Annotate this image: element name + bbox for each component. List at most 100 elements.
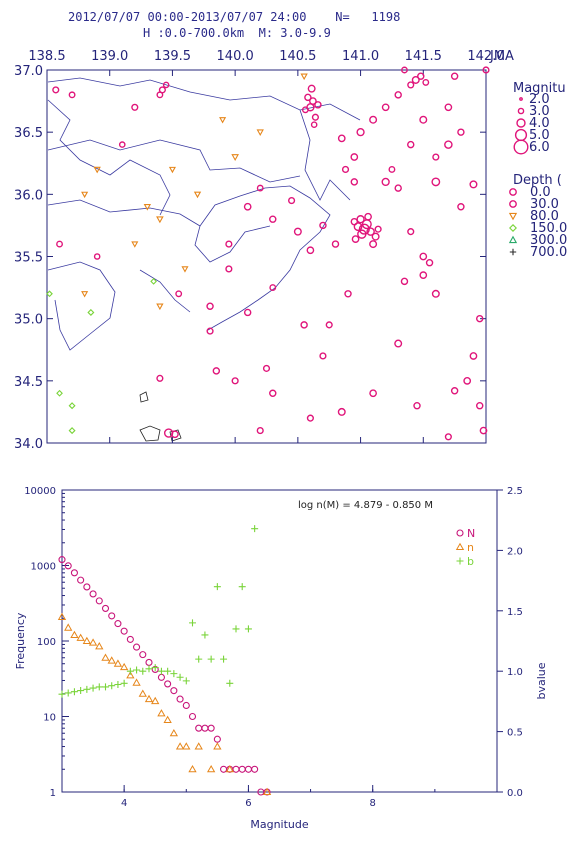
- epicenter-marker: [369, 389, 377, 398]
- series-b-point: [83, 685, 91, 693]
- series-b-point: [139, 667, 147, 675]
- epicenter-marker: [219, 117, 227, 124]
- series-N-point: [188, 712, 197, 721]
- series-n-point: [144, 694, 154, 703]
- epicenter-marker: [304, 93, 312, 102]
- series-b-point: [238, 583, 246, 591]
- epicenter-marker: [432, 153, 440, 161]
- epicenter-marker: [344, 290, 352, 298]
- legend-label-N: N: [467, 527, 475, 540]
- epicenter-marker: [381, 103, 390, 112]
- series-b-point: [89, 684, 97, 692]
- epicenter-marker: [369, 240, 378, 249]
- series-N-point: [176, 695, 184, 703]
- map-x-tick-label: 140.5: [279, 49, 316, 64]
- epicenter-marker: [419, 252, 428, 261]
- series-n-point: [132, 678, 141, 686]
- series-b-point: [64, 689, 72, 697]
- legend-label-n: n: [467, 541, 474, 554]
- coastline-1: [47, 139, 301, 183]
- series-n-point: [157, 709, 166, 717]
- legend-b-symbol: [456, 557, 464, 565]
- epicenter-marker: [131, 241, 139, 248]
- freq-x-axis-label: Magnitude: [250, 818, 309, 831]
- series-N-point: [89, 590, 97, 598]
- epicenter-marker: [68, 91, 76, 99]
- epicenter-marker: [256, 129, 264, 137]
- epicenter-marker: [431, 177, 441, 187]
- series-N-point: [232, 765, 240, 773]
- magnitude-legend-label: 3.0: [529, 104, 550, 119]
- gutenberg-richter-formula: log n(M) = 4.879 - 0.850 M: [298, 500, 433, 511]
- epicenter-marker: [457, 203, 465, 211]
- freq-y2-tick-label: 1.5: [507, 607, 523, 618]
- series-n-point: [101, 653, 110, 661]
- epicenter-marker: [162, 81, 170, 89]
- coastline-2: [47, 199, 271, 263]
- epicenter-marker: [476, 401, 484, 410]
- series-N-point: [133, 643, 141, 651]
- map-x-tick-label: 141.5: [405, 49, 442, 64]
- epicenter-marker: [450, 72, 459, 80]
- series-b-point: [220, 655, 228, 663]
- epicenter-marker: [225, 240, 233, 248]
- epicenter-marker: [307, 84, 316, 93]
- series-b-point: [182, 677, 190, 685]
- series-b-point: [102, 683, 109, 691]
- epicenter-marker: [381, 177, 390, 187]
- header-line-2: H :0.0-700.0km M: 3.0-9.9: [143, 26, 331, 40]
- epicenter-marker: [193, 191, 202, 199]
- epicenter-marker: [206, 327, 214, 335]
- epicenter-marker: [87, 308, 95, 316]
- map-x-tick-label: 138.5: [28, 49, 65, 64]
- series-n-point: [57, 612, 67, 620]
- series-b-point: [195, 655, 203, 663]
- epicenter-marker: [350, 178, 359, 186]
- coastline-3: [199, 185, 331, 331]
- epicenter-marker: [394, 91, 402, 99]
- epicenter-marker: [319, 221, 327, 230]
- epicenter-marker: [400, 277, 409, 286]
- freq-y-tick-label: 10: [43, 713, 56, 724]
- epicenter-marker: [118, 141, 126, 148]
- series-n-point: [88, 638, 98, 646]
- epicenter-marker: [293, 227, 302, 236]
- map-y-tick-label: 34.5: [14, 375, 43, 390]
- series-n-point: [113, 659, 123, 667]
- series-n-point: [95, 642, 104, 650]
- epicenter-marker: [479, 426, 488, 435]
- map-y-tick-label: 36.5: [14, 126, 43, 141]
- series-b-point: [164, 667, 172, 675]
- magnitude-legend-symbol: [517, 107, 525, 115]
- epicenter-marker: [325, 321, 333, 329]
- epicenter-marker: [369, 115, 378, 124]
- epicenter-marker: [388, 166, 396, 173]
- legend-label-b: b: [467, 555, 474, 568]
- epicenter-marker: [206, 302, 214, 310]
- series-b-point: [77, 687, 85, 695]
- epicenter-marker: [444, 433, 452, 441]
- series-n-point: [70, 630, 79, 639]
- header-line-1: 2012/07/07 00:00-2013/07/07 24:00 N= 119…: [68, 10, 401, 24]
- freq-y-tick-label: 10000: [24, 486, 56, 497]
- series-b-point: [157, 667, 165, 675]
- map-y-tick-label: 37.0: [14, 64, 43, 79]
- epicenter-marker: [337, 407, 346, 416]
- series-b-point: [133, 666, 141, 674]
- epicenter-marker: [407, 140, 415, 149]
- depth-legend-symbol: [508, 212, 518, 221]
- epicenter-marker: [306, 414, 314, 422]
- series-N-point: [126, 635, 134, 643]
- magnitude-legend-symbol: [516, 118, 526, 128]
- freq-x-tick-label: 4: [121, 798, 127, 809]
- series-N-point: [114, 620, 122, 628]
- epicenter-marker: [417, 72, 425, 80]
- epicenter-marker: [319, 352, 327, 360]
- series-n-point: [169, 728, 179, 737]
- epicenter-map: 138.5 139.0 139.5 140.0 140.5 141.0 141.5 142.0…: [14, 49, 567, 452]
- epicenter-marker: [469, 352, 478, 360]
- depth-legend-label: 30.0: [530, 197, 559, 212]
- epicenter-marker: [413, 401, 421, 410]
- series-b-point: [126, 667, 134, 675]
- depth-legend-label: 300.0: [530, 233, 567, 248]
